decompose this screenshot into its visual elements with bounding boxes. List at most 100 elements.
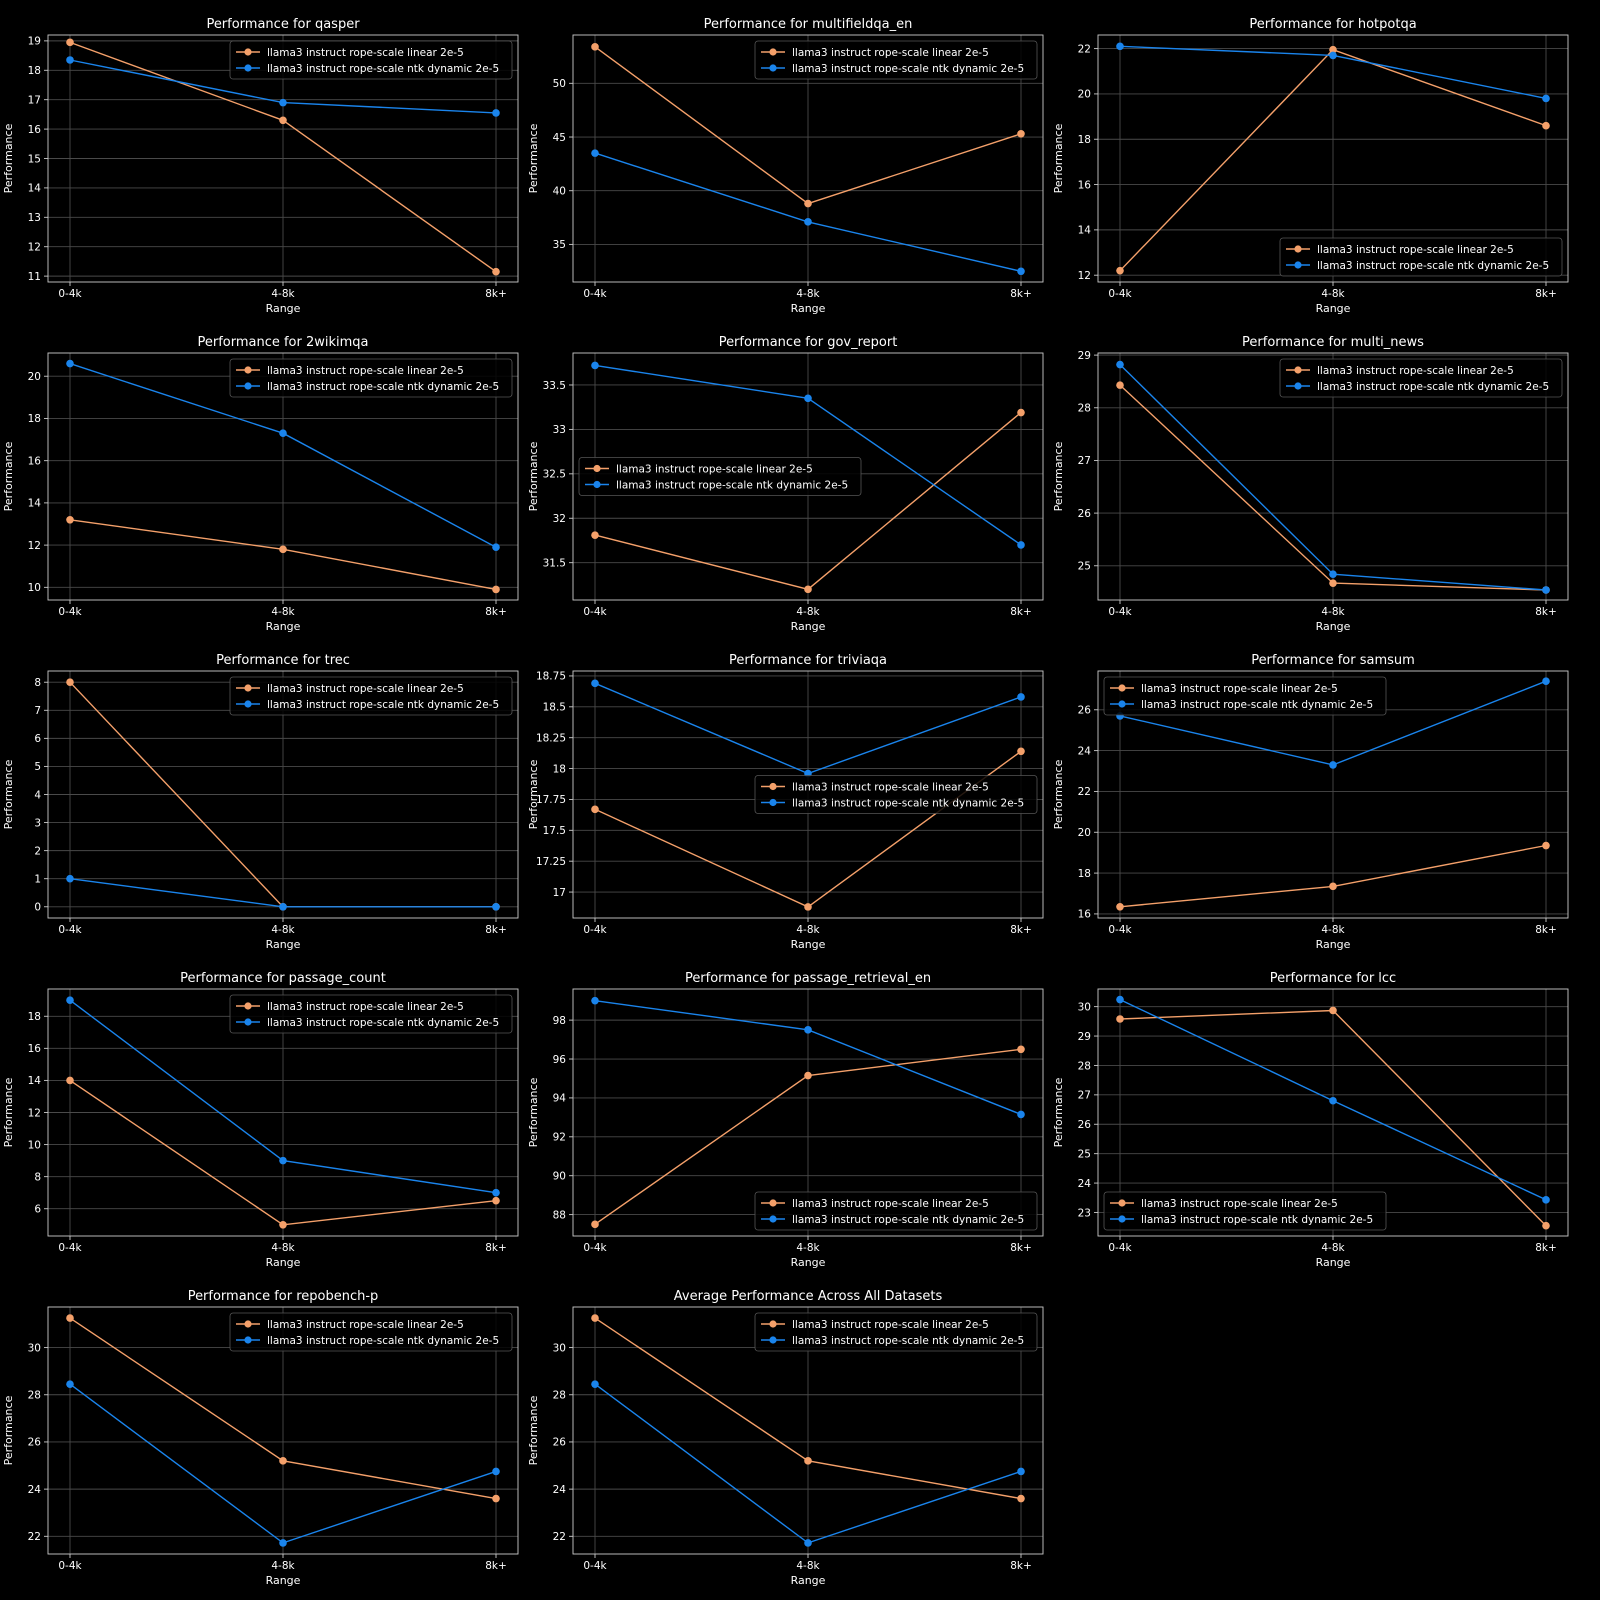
- y-tick-label: 25: [1078, 561, 1091, 573]
- y-tick-label: 22: [28, 1531, 41, 1543]
- chart-title: Performance for 2wikimqa: [197, 335, 368, 350]
- legend-box: [1103, 676, 1387, 716]
- data-point-linear: [804, 1071, 812, 1080]
- y-tick-label: 13: [28, 212, 41, 224]
- data-point-linear: [1329, 45, 1337, 54]
- x-axis-label: Range: [791, 1574, 826, 1587]
- x-axis-label: Range: [1316, 938, 1351, 951]
- legend: llama3 instruct rope-scale linear 2e-5 ll…: [229, 358, 513, 398]
- data-point-ntk: [279, 1156, 287, 1165]
- y-tick-label: 50: [553, 78, 566, 90]
- x-tick-label: 0-4k: [1108, 288, 1132, 300]
- legend-label: llama3 instruct rope-scale ntk dynamic 2…: [1141, 699, 1373, 711]
- data-point-linear: [66, 678, 74, 687]
- y-axis-label: Performance: [1052, 1077, 1065, 1147]
- y-tick-label: 11: [28, 271, 41, 283]
- data-point-ntk: [1542, 677, 1550, 686]
- x-tick-label: 4-8k: [796, 606, 820, 618]
- data-point-linear: [1329, 1006, 1337, 1015]
- y-tick-label: 16: [28, 455, 42, 467]
- y-tick-label: 12: [1078, 270, 1091, 282]
- x-tick-label: 8k+: [485, 924, 507, 936]
- y-tick-label: 24: [553, 1484, 567, 1496]
- x-tick-label: 0-4k: [58, 288, 82, 300]
- data-point-ntk: [591, 996, 599, 1005]
- y-tick-label: 7: [34, 705, 41, 717]
- y-tick-label: 8: [34, 1171, 41, 1183]
- y-axis-label: Performance: [1052, 123, 1065, 193]
- y-tick-label: 35: [553, 239, 566, 251]
- legend: llama3 instruct rope-scale linear 2e-5 ll…: [578, 457, 862, 496]
- y-tick-label: 20: [1078, 89, 1091, 101]
- x-tick-label: 0-4k: [1108, 606, 1132, 618]
- x-axis-label: Range: [791, 938, 826, 951]
- data-point-linear: [591, 805, 599, 814]
- legend: llama3 instruct rope-scale linear 2e-5 ll…: [229, 994, 513, 1034]
- chart-title: Performance for samsum: [1251, 653, 1415, 668]
- legend-label: llama3 instruct rope-scale ntk dynamic 2…: [792, 1335, 1024, 1347]
- y-tick-label: 26: [553, 1437, 567, 1449]
- chart-title: Performance for passage_retrieval_en: [685, 971, 931, 986]
- x-tick-label: 0-4k: [58, 1242, 82, 1254]
- x-tick-label: 8k+: [1010, 1560, 1032, 1572]
- data-point-ntk: [1017, 541, 1025, 549]
- x-axis-label: Range: [266, 302, 301, 315]
- x-tick-label: 4-8k: [271, 288, 295, 300]
- chart-8: 0-4k 4-8k 8k+ 17 17.25 17.5 17.75 18 18.25 18.5 18…: [527, 653, 1044, 951]
- legend-marker-linear: [1118, 684, 1126, 692]
- y-tick-label: 30: [28, 1342, 41, 1354]
- x-tick-label: 0-4k: [1108, 924, 1132, 936]
- legend-label: llama3 instruct rope-scale linear 2e-5: [792, 781, 989, 793]
- x-tick-label: 4-8k: [271, 1242, 295, 1254]
- legend-marker-linear: [769, 782, 777, 791]
- legend-label: llama3 instruct rope-scale linear 2e-5: [792, 47, 989, 59]
- legend-marker-linear: [769, 1320, 777, 1328]
- data-point-linear: [279, 1457, 287, 1465]
- data-point-ntk: [1017, 693, 1025, 701]
- data-point-ntk: [492, 109, 500, 117]
- legend-marker-ntk: [1294, 382, 1302, 390]
- y-tick-label: 94: [553, 1093, 567, 1105]
- x-axis-label: Range: [266, 938, 301, 951]
- data-point-linear: [591, 531, 599, 539]
- x-axis-label: Range: [791, 620, 826, 633]
- x-tick-label: 8k+: [1010, 924, 1032, 936]
- y-tick-label: 28: [1078, 403, 1091, 415]
- x-tick-label: 8k+: [1010, 606, 1032, 618]
- y-tick-label: 12: [28, 540, 41, 552]
- legend-box: [1279, 237, 1563, 277]
- y-tick-label: 24: [28, 1484, 42, 1496]
- legend-box: [229, 994, 513, 1034]
- legend-marker-linear: [769, 1199, 777, 1207]
- legend: llama3 instruct rope-scale linear 2e-5 ll…: [1103, 676, 1387, 716]
- data-point-linear: [1116, 266, 1124, 275]
- data-point-ntk: [591, 679, 599, 688]
- legend: llama3 instruct rope-scale linear 2e-5 ll…: [754, 775, 1038, 814]
- chart-title: Performance for hotpotqa: [1249, 17, 1416, 32]
- x-tick-label: 0-4k: [583, 606, 607, 618]
- legend-box: [229, 358, 513, 398]
- legend-marker-ntk: [1118, 700, 1126, 708]
- y-tick-label: 28: [553, 1390, 566, 1402]
- y-tick-label: 3: [34, 817, 41, 829]
- legend: llama3 instruct rope-scale linear 2e-5 ll…: [229, 40, 513, 80]
- x-axis-label: Range: [1316, 620, 1351, 633]
- y-tick-label: 96: [553, 1054, 567, 1066]
- y-tick-label: 31.5: [543, 557, 566, 569]
- x-tick-label: 0-4k: [583, 1242, 607, 1254]
- legend-label: llama3 instruct rope-scale linear 2e-5: [267, 365, 464, 377]
- legend-box: [578, 457, 862, 496]
- x-tick-label: 8k+: [485, 606, 507, 618]
- legend-label: llama3 instruct rope-scale ntk dynamic 2…: [792, 63, 1024, 75]
- y-tick-label: 18.75: [536, 671, 566, 683]
- legend-box: [229, 676, 513, 716]
- y-axis-label: Performance: [2, 1077, 15, 1147]
- data-point-linear: [279, 1220, 287, 1229]
- x-tick-label: 0-4k: [58, 924, 82, 936]
- x-tick-label: 4-8k: [1321, 606, 1345, 618]
- data-point-ntk: [279, 429, 287, 438]
- y-tick-label: 32.5: [543, 469, 566, 481]
- x-axis-label: Range: [791, 302, 826, 315]
- data-point-linear: [1116, 902, 1124, 911]
- y-tick-label: 23: [1078, 1207, 1091, 1219]
